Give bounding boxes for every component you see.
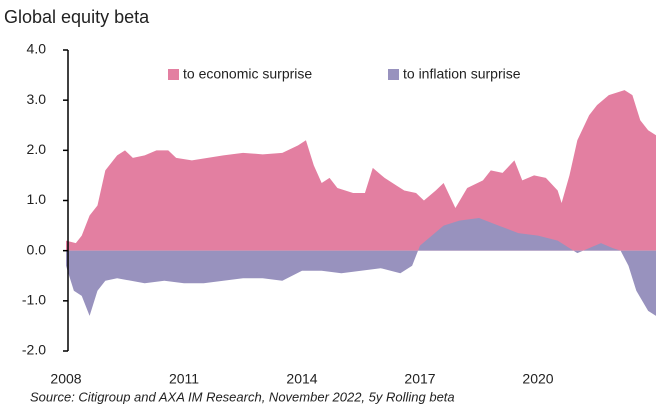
x-tick-label: 2014 <box>286 371 317 387</box>
x-tick-label: 2017 <box>404 371 435 387</box>
source-note: Source: Citigroup and AXA IM Research, N… <box>30 389 455 404</box>
y-tick-label: 3.0 <box>27 91 47 107</box>
y-tick-label: 0.0 <box>27 241 47 257</box>
legend-swatch <box>168 69 179 80</box>
x-tick-label: 2020 <box>522 371 553 387</box>
y-tick-label: -1.0 <box>22 292 46 308</box>
y-tick-label: 4.0 <box>27 41 47 57</box>
area <box>66 90 656 251</box>
y-tick-label: 2.0 <box>27 141 47 157</box>
x-tick-label: 2008 <box>50 371 81 387</box>
legend-label: to economic surprise <box>183 66 312 82</box>
y-tick-label: 1.0 <box>27 191 47 207</box>
legend-swatch <box>388 69 399 80</box>
chart-title: Global equity beta <box>4 7 150 27</box>
x-tick-label: 2011 <box>169 371 199 387</box>
legend-label: to inflation surprise <box>403 66 521 82</box>
y-tick-label: -2.0 <box>22 342 46 358</box>
area <box>66 218 656 316</box>
